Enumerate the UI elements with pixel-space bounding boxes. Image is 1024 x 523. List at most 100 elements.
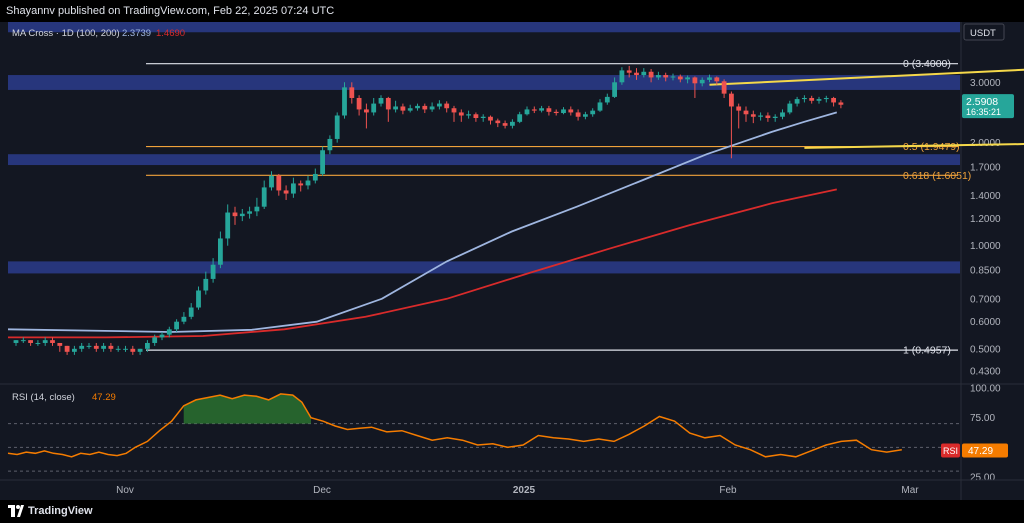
candle-body (575, 112, 581, 117)
candle-body (736, 106, 742, 111)
fib-level-label: 0.618 (1.6051) (903, 170, 971, 182)
candle-body (232, 212, 238, 217)
y-tick-label: 2.0000 (970, 138, 1001, 149)
candle-body (707, 77, 712, 80)
candle-body (276, 175, 282, 191)
candle-body (93, 345, 99, 349)
candle-body (50, 340, 55, 343)
candle-body (254, 206, 260, 212)
x-tick-label: Nov (116, 485, 134, 496)
candle-body (327, 138, 333, 151)
trendline (804, 143, 1024, 149)
candle-body (371, 103, 377, 113)
candle-body (539, 108, 544, 111)
footer-brand: TradingView (28, 505, 93, 517)
candle-body (794, 99, 800, 104)
candle-body (750, 114, 756, 117)
publisher-line: Shayannv published on TradingView.com, F… (6, 5, 335, 17)
candle-body (546, 108, 552, 112)
support-resistance-zone (8, 261, 960, 274)
candle-body (225, 212, 231, 239)
candle-body (57, 342, 63, 346)
ma100-line (7, 111, 838, 333)
candle-body (531, 109, 537, 111)
candle-body (86, 345, 92, 347)
footer-bar: TradingView (0, 500, 1024, 523)
rsi-legend-value: 47.29 (92, 392, 116, 403)
rsi-badge-value: 47.29 (968, 446, 993, 457)
x-tick-label: 2025 (513, 485, 536, 496)
candle-body (145, 342, 150, 349)
candle-body (101, 345, 106, 349)
candle-body (115, 348, 121, 350)
candle-body (641, 71, 647, 76)
rsi-y-tick-label: 25.00 (970, 473, 995, 484)
candle-body (772, 116, 778, 118)
candle-body (203, 278, 209, 291)
candle-body (298, 183, 304, 186)
candle-body (283, 190, 289, 194)
support-resistance-zone (8, 154, 960, 166)
trendline (709, 68, 1024, 86)
candle-body (488, 116, 493, 121)
price-axis (962, 22, 1024, 500)
price-chart[interactable]: 3.00002.50002.00001.70001.40001.20001.00… (0, 22, 1024, 500)
candle-body (604, 96, 610, 103)
candle-body (517, 114, 523, 122)
candle-body (130, 348, 136, 352)
candle-body (181, 316, 187, 322)
candle-body (780, 112, 785, 117)
candle-body (42, 340, 48, 343)
candle-body (831, 97, 836, 103)
candle-body (349, 87, 355, 98)
candle-body (495, 120, 501, 124)
rsi-badge-label: RSI (943, 446, 958, 456)
ma200-legend-value: 1.4690 (156, 28, 185, 39)
candle-body (510, 121, 515, 126)
candle-body (305, 180, 311, 186)
candle-body (466, 114, 471, 116)
candle-body (685, 77, 690, 80)
candle-body (393, 106, 398, 110)
ma-legend-label: MA Cross · 1D (100, 200) (12, 28, 120, 39)
candle-body (407, 108, 413, 111)
y-tick-label: 1.4000 (970, 191, 1001, 202)
candle-body (838, 102, 844, 105)
candle-body (458, 112, 464, 116)
candle-countdown: 16:35:21 (966, 107, 1001, 117)
rsi-value-badge (962, 443, 1008, 458)
candle-body (429, 106, 435, 110)
y-tick-label: 1.7000 (970, 162, 1001, 173)
publisher-bar: Shayannv published on TradingView.com, F… (0, 0, 1024, 22)
rsi-y-tick-label: 100.00 (970, 384, 1001, 395)
currency-label: USDT (970, 28, 996, 39)
candle-body (312, 173, 318, 181)
currency-box[interactable] (963, 23, 1005, 41)
candle-body (583, 114, 588, 117)
rsi-overbought-fill (183, 393, 311, 424)
fib-level-label: 1 (0.4957) (903, 345, 951, 357)
candle-body (152, 337, 158, 343)
support-resistance-zone (8, 75, 960, 90)
fib-level-label: 0 (3.4000) (903, 58, 951, 70)
candle-body (502, 123, 508, 126)
candle-body (210, 264, 216, 279)
candle-body (670, 76, 676, 78)
candle-body (816, 99, 822, 101)
candle-body (123, 348, 128, 350)
chart-background (0, 22, 1024, 500)
candle-body (743, 110, 749, 115)
candle-body (561, 109, 566, 114)
candle-body (385, 97, 391, 110)
candle-body (334, 115, 340, 139)
candle-body (364, 109, 369, 113)
candle-body (765, 115, 771, 118)
candle-body (444, 103, 450, 109)
candle-body (137, 348, 143, 352)
y-tick-label: 0.8500 (970, 265, 1001, 276)
candle-body (714, 77, 720, 82)
y-tick-label: 1.2000 (970, 214, 1001, 225)
candle-body (451, 108, 457, 113)
candle-body (699, 79, 705, 84)
candle-body (787, 103, 793, 113)
